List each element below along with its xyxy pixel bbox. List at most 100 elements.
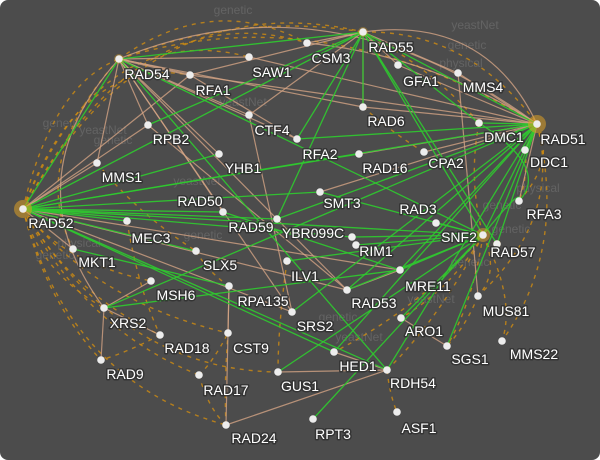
node-MMS4[interactable] <box>454 69 462 77</box>
node-RAD6[interactable] <box>359 103 367 111</box>
node-CTF4[interactable] <box>245 111 253 119</box>
node-label-ASF1[interactable]: ASF1 <box>400 419 438 438</box>
node-RIM1[interactable] <box>352 241 360 249</box>
node-label-ARO1[interactable]: ARO1 <box>403 322 444 341</box>
node-label-RFA3[interactable]: RFA3 <box>525 205 563 224</box>
node-MMS1[interactable] <box>93 159 101 167</box>
node-label-GFA1[interactable]: GFA1 <box>402 72 441 91</box>
node-label-MEC3[interactable]: MEC3 <box>130 229 172 248</box>
node-label-SGS1[interactable]: SGS1 <box>450 350 491 369</box>
node-label-MMS4[interactable]: MMS4 <box>461 78 505 97</box>
node-label-RFA2[interactable]: RFA2 <box>301 145 339 164</box>
node-label-RDH54[interactable]: RDH54 <box>389 374 438 393</box>
node-MRE11[interactable] <box>396 266 404 274</box>
node-label-XRS2[interactable]: XRS2 <box>108 314 148 333</box>
node-RAD16[interactable] <box>355 150 363 158</box>
node-label-YHB1[interactable]: YHB1 <box>223 159 263 178</box>
node-label-RAD52[interactable]: RAD52 <box>27 214 75 233</box>
node-label-RAD16[interactable]: RAD16 <box>361 159 409 178</box>
node-label-RAD50[interactable]: RAD50 <box>176 192 224 211</box>
node-CPA2[interactable] <box>420 148 428 156</box>
node-GUS1[interactable] <box>274 368 282 376</box>
node-label-SNF2[interactable]: SNF2 <box>440 228 479 247</box>
node-ILV1[interactable] <box>283 257 291 265</box>
node-RFA2[interactable] <box>293 135 301 143</box>
node-label-RAD18[interactable]: RAD18 <box>163 339 211 358</box>
node-YHB1[interactable] <box>215 150 223 158</box>
node-label-RAD51[interactable]: RAD51 <box>539 130 587 149</box>
node-RAD50[interactable] <box>219 208 227 216</box>
node-label-MKT1[interactable]: MKT1 <box>77 253 118 272</box>
node-label-RAD54[interactable]: RAD54 <box>123 65 171 84</box>
node-RAD55[interactable] <box>359 28 367 36</box>
node-label-CST9[interactable]: CST9 <box>232 339 271 358</box>
node-MUS81[interactable] <box>474 292 482 300</box>
node-label-RAD17[interactable]: RAD17 <box>202 381 250 400</box>
node-RAD52[interactable] <box>19 205 27 213</box>
node-label-GUS1[interactable]: GUS1 <box>279 377 320 396</box>
node-label-SLX5[interactable]: SLX5 <box>201 256 238 275</box>
node-label-HED1[interactable]: HED1 <box>338 357 379 376</box>
node-GFA1[interactable] <box>394 61 402 69</box>
node-SRS2[interactable] <box>288 308 296 316</box>
node-RPA135[interactable] <box>225 282 233 290</box>
node-RAD51[interactable] <box>533 120 541 128</box>
node-label-CPA2[interactable]: CPA2 <box>427 154 466 173</box>
node-label-YBR099C[interactable]: YBR099C <box>280 224 345 243</box>
node-RPT3[interactable] <box>309 415 317 423</box>
node-label-DMC1[interactable]: DMC1 <box>483 128 526 147</box>
node-SAW1[interactable] <box>245 53 253 61</box>
node-label-SAW1[interactable]: SAW1 <box>251 63 293 82</box>
node-ASF1[interactable] <box>393 408 401 416</box>
node-RFA3[interactable] <box>515 197 523 205</box>
node-SLX5[interactable] <box>192 247 200 255</box>
node-label-RFA1[interactable]: RFA1 <box>194 81 232 100</box>
node-label-MSH6[interactable]: MSH6 <box>155 286 197 305</box>
node-YBR099C[interactable] <box>348 233 356 241</box>
node-MMS22[interactable] <box>498 337 506 345</box>
node-RDH54[interactable] <box>383 366 391 374</box>
node-RAD9[interactable] <box>97 356 105 364</box>
node-CST9[interactable] <box>224 329 232 337</box>
node-label-SRS2[interactable]: SRS2 <box>295 317 335 336</box>
node-RAD57[interactable] <box>493 240 501 248</box>
node-HED1[interactable] <box>330 348 338 356</box>
node-DDC1[interactable] <box>521 146 529 154</box>
node-label-RAD3[interactable]: RAD3 <box>398 200 439 219</box>
node-label-RPB2[interactable]: RPB2 <box>151 130 191 149</box>
node-label-SMT3[interactable]: SMT3 <box>322 194 363 213</box>
node-RAD59[interactable] <box>273 215 281 223</box>
node-MSH6[interactable] <box>147 277 155 285</box>
node-label-CTF4[interactable]: CTF4 <box>253 121 291 140</box>
node-MKT1[interactable] <box>69 245 77 253</box>
node-label-RAD24[interactable]: RAD24 <box>230 429 278 448</box>
node-label-MRE11[interactable]: MRE11 <box>404 277 453 296</box>
node-RAD24[interactable] <box>222 421 230 429</box>
node-RPB2[interactable] <box>144 121 152 129</box>
node-ARO1[interactable] <box>397 314 405 322</box>
node-label-MUS81[interactable]: MUS81 <box>481 302 531 321</box>
node-label-RAD6[interactable]: RAD6 <box>366 112 407 131</box>
node-MEC3[interactable] <box>123 217 131 225</box>
node-label-RPT3[interactable]: RPT3 <box>314 425 353 444</box>
node-label-RAD55[interactable]: RAD55 <box>367 38 415 57</box>
node-label-RIM1[interactable]: RIM1 <box>358 242 395 261</box>
node-RFA1[interactable] <box>186 71 194 79</box>
node-CSM3[interactable] <box>303 39 311 47</box>
node-label-MMS22[interactable]: MMS22 <box>508 345 559 364</box>
node-RAD18[interactable] <box>156 331 164 339</box>
node-label-RAD53[interactable]: RAD53 <box>350 294 398 313</box>
node-SNF2[interactable] <box>479 231 487 239</box>
node-label-ILV1[interactable]: ILV1 <box>290 267 321 286</box>
node-label-RAD59[interactable]: RAD59 <box>227 218 275 237</box>
node-RAD17[interactable] <box>195 371 203 379</box>
node-SGS1[interactable] <box>443 342 451 350</box>
node-XRS2[interactable] <box>100 304 108 312</box>
node-DMC1[interactable] <box>475 119 483 127</box>
node-label-MMS1[interactable]: MMS1 <box>100 168 144 187</box>
node-RAD54[interactable] <box>115 55 123 63</box>
node-RAD3[interactable] <box>432 219 440 227</box>
node-label-CSM3[interactable]: CSM3 <box>310 49 352 68</box>
